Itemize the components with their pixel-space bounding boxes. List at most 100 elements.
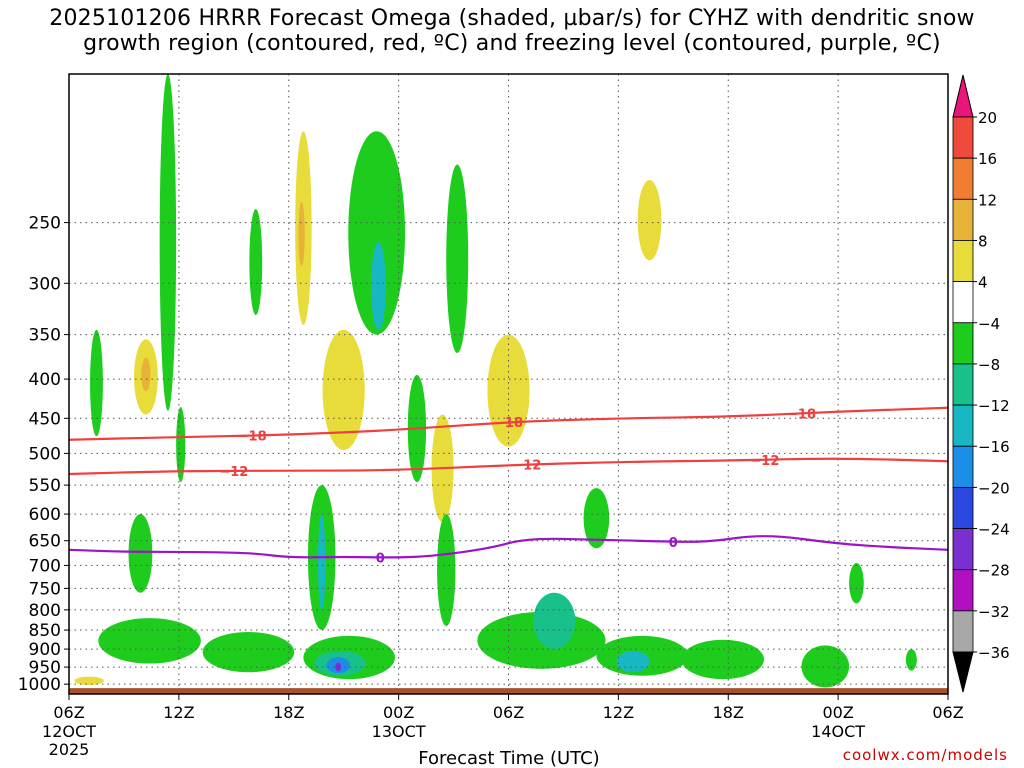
colorbar-bin-3 (952, 240, 974, 283)
colorbar-bin-12 (952, 610, 974, 653)
dgz-lower-label-2: −12 (750, 454, 779, 469)
colorbar-bin-6 (952, 363, 974, 406)
colorbar-label-12: −32 (978, 603, 1010, 621)
omega-region-29 (533, 592, 576, 650)
omega-region-23 (202, 632, 295, 673)
x-tick-label-4: 06Z (493, 703, 524, 722)
x-tick-label-0: 06Z (53, 703, 84, 722)
colorbar-bin-1 (952, 157, 974, 200)
credit-link[interactable]: coolwx.com/models (842, 746, 1008, 764)
x-tick-date-7: 14OCT (811, 722, 865, 741)
omega-region-11 (487, 334, 530, 447)
chart-title: 2025101206 HRRR Forecast Omega (shaded, … (0, 6, 1024, 56)
colorbar-label-4: 4 (978, 274, 988, 292)
title-line-2: growth region (contoured, red, ºC) and f… (83, 31, 941, 56)
colorbar-label-7: −12 (978, 397, 1010, 415)
y-tick-label-950: 950 (29, 658, 61, 678)
colorbar-bin-4 (952, 281, 974, 324)
omega-region-17 (176, 407, 186, 483)
x-tick-date-0: 12OCT (42, 722, 96, 741)
y-tick-label-750: 750 (29, 579, 61, 599)
colorbar-label-0: 20 (978, 109, 997, 127)
dgz-upper-label-2: −18 (787, 407, 816, 422)
x-tick-year-0: 2025 (49, 740, 90, 759)
x-axis-title: Forecast Time (UTC) (418, 748, 599, 768)
freezing-level-label-0: 0 (376, 551, 385, 566)
omega-region-7 (348, 131, 406, 335)
colorbar-bin-10 (952, 528, 974, 571)
colorbar-bin-11 (952, 569, 974, 612)
x-tick-label-2: 18Z (273, 703, 304, 722)
colorbar-label-1: 16 (978, 150, 997, 168)
y-tick-label-600: 600 (29, 505, 61, 525)
colorbar-label-9: −20 (978, 479, 1010, 497)
y-tick-label-450: 450 (29, 409, 61, 429)
y-tick-label-850: 850 (29, 621, 61, 641)
y-tick-label-1000: 1000 (18, 675, 61, 695)
omega-region-4 (249, 208, 263, 316)
x-tick-label-1: 12Z (163, 703, 194, 722)
x-tick-label-5: 12Z (603, 703, 634, 722)
omega-region-31 (616, 650, 650, 673)
omega-region-8 (371, 241, 386, 330)
omega-region-34 (905, 649, 917, 671)
omega-region-33 (801, 645, 850, 688)
colorbar-bottom-arrow (952, 651, 974, 693)
omega-region-12 (637, 180, 662, 261)
dgz-lower-label-1: −12 (512, 459, 541, 474)
omega-region-2 (141, 357, 151, 392)
colorbar-bin-7 (952, 404, 974, 447)
colorbar-label-2: 12 (978, 191, 997, 209)
y-tick-label-800: 800 (29, 601, 61, 621)
y-tick-label-550: 550 (29, 476, 61, 496)
omega-region-32 (681, 639, 764, 680)
omega-shading (74, 74, 917, 688)
grid-lines (69, 74, 948, 694)
colorbar-label-8: −16 (978, 438, 1010, 456)
colorbar-bin-9 (952, 486, 974, 529)
omega-region-9 (446, 164, 469, 354)
y-tick-label-250: 250 (29, 214, 61, 234)
omega-region-20 (437, 514, 456, 627)
omega-region-16 (128, 514, 153, 593)
freezing-level-label-1: 0 (669, 536, 678, 551)
x-tick-label-8: 06Z (932, 703, 963, 722)
y-tick-label-500: 500 (29, 444, 61, 464)
y-tick-label-350: 350 (29, 326, 61, 346)
colorbar-label-13: −36 (978, 644, 1010, 662)
colorbar-label-10: −24 (978, 521, 1010, 539)
omega-region-10 (322, 329, 365, 451)
y-tick-label-300: 300 (29, 274, 61, 294)
omega-region-0 (159, 74, 177, 411)
colorbar-label-5: −4 (978, 315, 1000, 333)
title-line-1: 2025101206 HRRR Forecast Omega (shaded, … (49, 6, 975, 31)
colorbar-top-arrow (952, 74, 974, 118)
x-tick-label-3: 00Z (383, 703, 414, 722)
colorbar-bin-5 (952, 322, 974, 365)
omega-region-27 (335, 662, 342, 672)
y-axis: 2503003504004505005506006507007508008509… (18, 214, 69, 695)
omega-region-15 (583, 488, 610, 549)
colorbar-bin-2 (952, 198, 974, 241)
colorbar-bin-0 (952, 116, 974, 159)
omega-region-6 (298, 201, 305, 267)
dgz-upper-label-1: −18 (494, 416, 523, 431)
dgz-lower-line (69, 457, 948, 476)
omega-region-3 (90, 329, 103, 437)
y-tick-label-650: 650 (29, 532, 61, 552)
colorbar-label-6: −8 (978, 356, 1000, 374)
colorbar: 20 16 12 8 4 −4 −8 −12 −16 −20 −24 −28 −32 −36 (952, 74, 1010, 693)
ground-layer (69, 688, 948, 694)
y-tick-label-400: 400 (29, 370, 61, 390)
omega-region-19 (318, 514, 326, 610)
colorbar-bin-8 (952, 445, 974, 488)
colorbar-label-3: 8 (978, 232, 988, 250)
dgz-upper-line (69, 406, 948, 441)
x-tick-date-3: 13OCT (372, 722, 426, 741)
y-tick-label-900: 900 (29, 640, 61, 660)
omega-region-35 (74, 676, 104, 685)
y-tick-label-700: 700 (29, 556, 61, 576)
omega-region-22 (98, 618, 201, 664)
